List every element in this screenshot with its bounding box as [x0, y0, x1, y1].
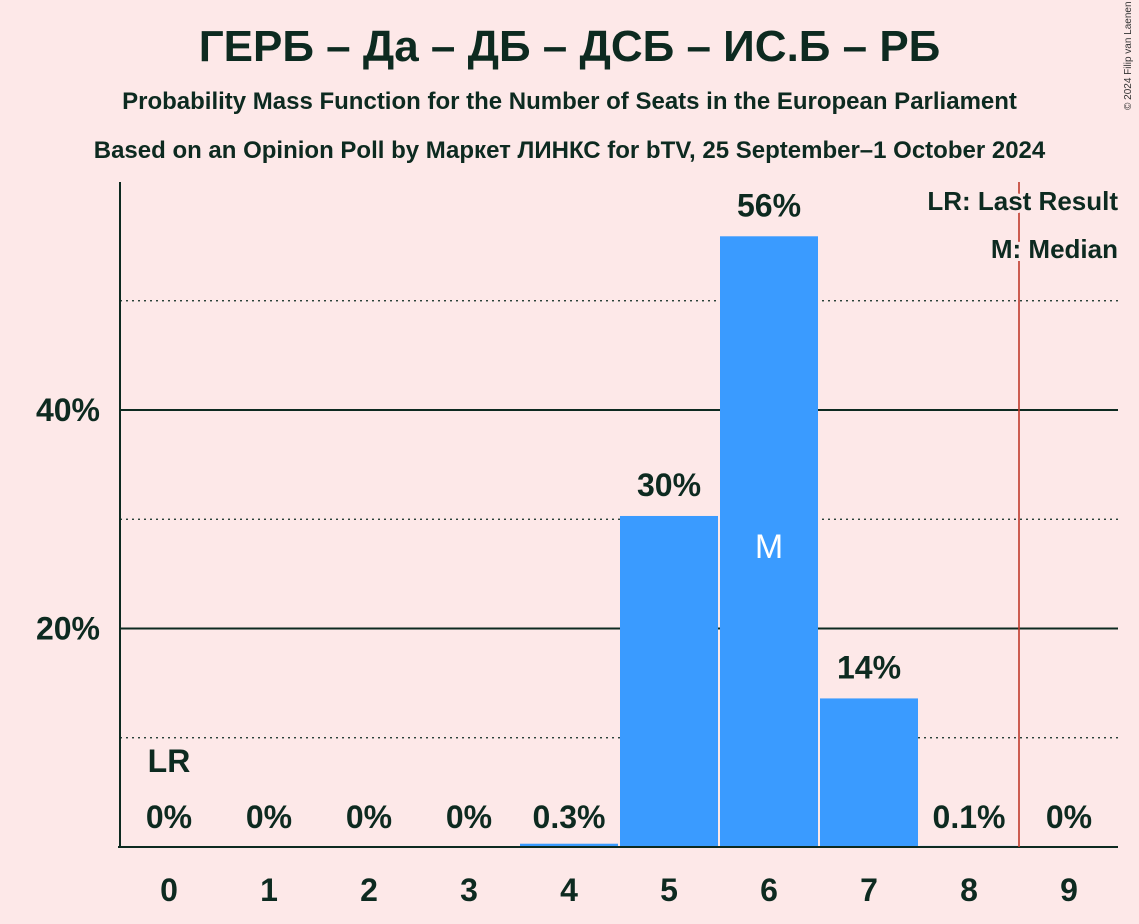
chart-subtitle: Probability Mass Function for the Number… — [122, 88, 1017, 115]
data-label: 0.3% — [533, 799, 606, 835]
bar — [820, 698, 918, 847]
bar — [620, 515, 718, 847]
x-tick-label: 5 — [660, 872, 678, 908]
data-label: 0% — [446, 799, 492, 835]
x-tick-label: 3 — [460, 872, 478, 908]
data-label: 14% — [837, 649, 901, 685]
x-tick-label: 6 — [760, 872, 778, 908]
x-tick-label: 4 — [560, 872, 578, 908]
x-tick-label: 9 — [1060, 872, 1078, 908]
x-tick-label: 8 — [960, 872, 978, 908]
last-result-marker: LR — [148, 743, 191, 779]
y-tick-label: 20% — [36, 611, 100, 647]
bar — [720, 236, 818, 848]
data-label: 0.1% — [933, 799, 1006, 835]
data-label: 0% — [346, 799, 392, 835]
chart-source: Based on an Opinion Poll by Маркет ЛИНКС… — [93, 137, 1046, 164]
data-label: 30% — [637, 467, 701, 503]
legend-median: M: Median — [991, 234, 1118, 264]
x-tick-label: 2 — [360, 872, 378, 908]
y-tick-label: 40% — [36, 392, 100, 428]
x-tick-label: 7 — [860, 872, 878, 908]
chart-title: ГЕРБ – Да – ДБ – ДСБ – ИС.Б – РБ — [198, 22, 941, 71]
data-label: 0% — [246, 799, 292, 835]
legend-last-result: LR: Last Result — [927, 186, 1118, 216]
data-label: 56% — [737, 187, 801, 223]
data-label: 0% — [1046, 799, 1092, 835]
x-tick-label: 1 — [260, 872, 278, 908]
data-label: 0% — [146, 799, 192, 835]
bar — [520, 843, 618, 847]
x-tick-label: 0 — [160, 872, 178, 908]
median-marker: M — [755, 528, 783, 566]
